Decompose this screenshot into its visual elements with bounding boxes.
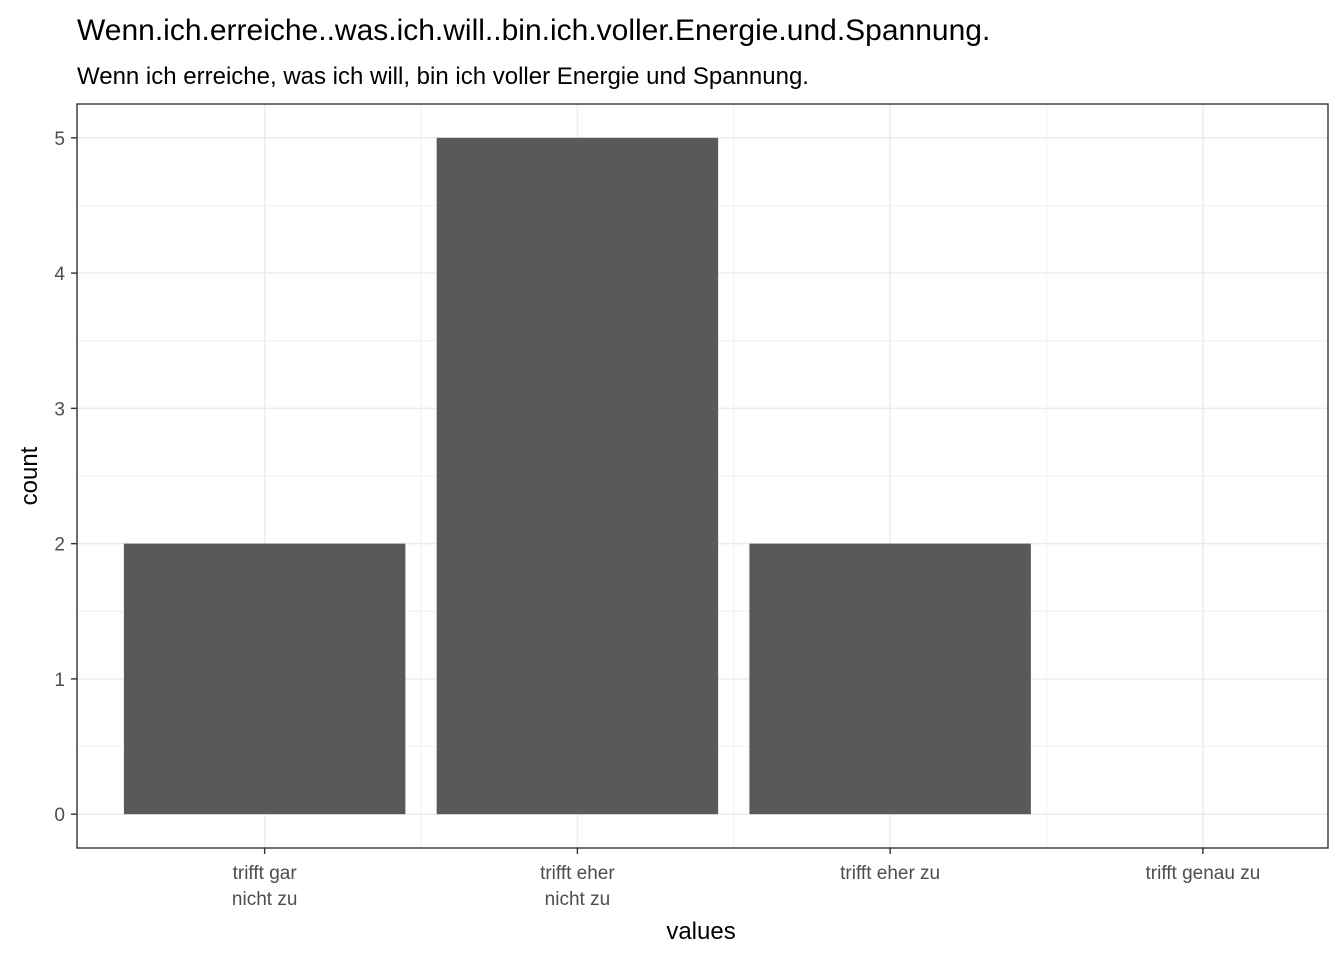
x-tick-label-line: trifft genau zu	[1146, 863, 1261, 884]
plot-area: 0 1 2 3 4 5 trifft gar nicht zu trifft eher nicht…	[54, 103, 1329, 910]
bar	[436, 137, 719, 815]
x-tick-label-line: nicht zu	[545, 889, 610, 910]
x-tick-label-line: trifft eher	[540, 863, 615, 884]
x-tick-label: trifft eher nicht zu	[540, 863, 615, 910]
x-tick-label: trifft genau zu	[1146, 863, 1261, 884]
y-tick-label: 5	[54, 129, 65, 150]
bar	[749, 543, 1031, 815]
x-tick-label-line: trifft eher zu	[840, 863, 940, 884]
x-tick-label: trifft gar nicht zu	[232, 863, 297, 910]
bar	[123, 543, 406, 815]
x-tick-label-line: nicht zu	[232, 889, 297, 910]
y-tick-label: 4	[54, 264, 65, 285]
x-tick-label: trifft eher zu	[840, 863, 940, 884]
chart-subtitle: Wenn ich erreiche, was ich will, bin ich…	[77, 63, 809, 90]
chart-title: Wenn.ich.erreiche..was.ich.will..bin.ich…	[77, 14, 990, 47]
y-tick-label: 3	[54, 399, 65, 420]
y-tick-label: 0	[54, 805, 65, 826]
x-tick-label-line: trifft gar	[233, 863, 298, 884]
y-tick-label: 1	[54, 670, 65, 691]
y-axis-title: count	[16, 446, 43, 505]
panel-border	[76, 103, 1329, 849]
x-axis-title: values	[666, 918, 735, 945]
y-tick-label: 2	[54, 535, 65, 556]
